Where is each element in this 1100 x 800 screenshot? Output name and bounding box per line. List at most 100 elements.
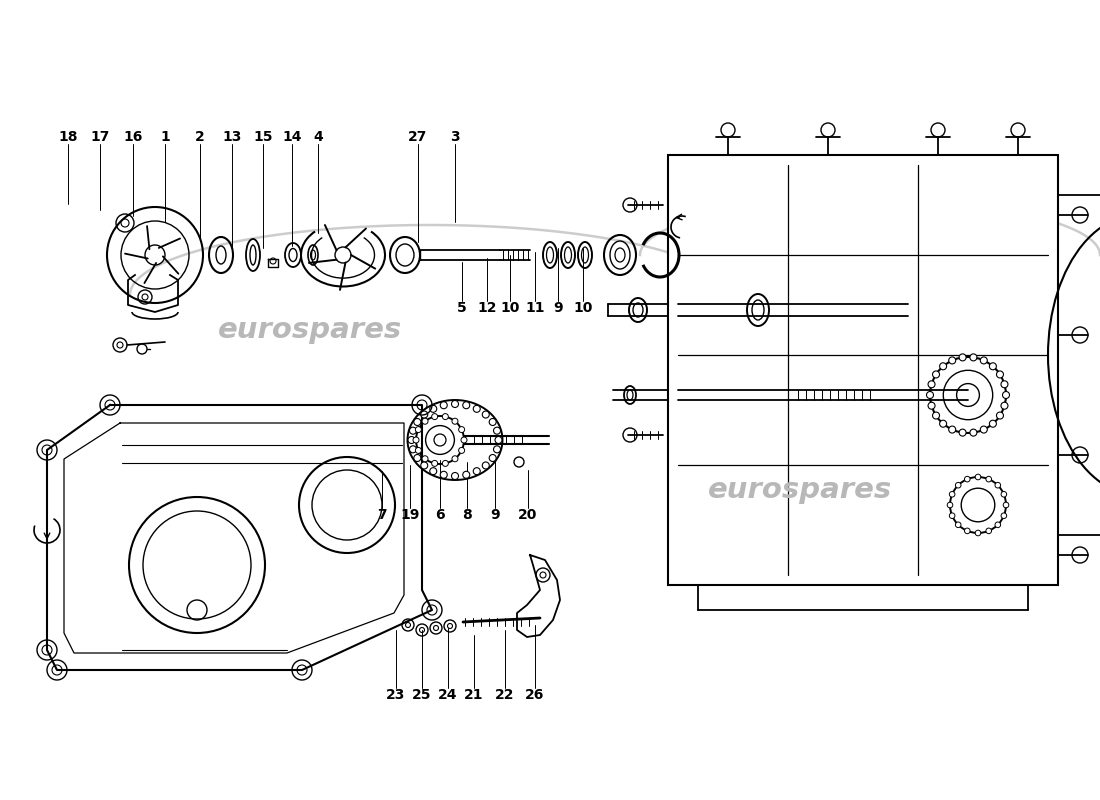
- Circle shape: [494, 427, 501, 434]
- Text: 25: 25: [412, 688, 431, 702]
- Circle shape: [959, 354, 966, 361]
- Circle shape: [970, 429, 977, 436]
- Circle shape: [933, 412, 939, 419]
- FancyBboxPatch shape: [668, 155, 1058, 585]
- Circle shape: [414, 454, 421, 462]
- Text: 14: 14: [283, 130, 301, 144]
- Circle shape: [473, 406, 481, 412]
- Circle shape: [431, 414, 438, 420]
- Circle shape: [939, 420, 947, 427]
- Text: 16: 16: [123, 130, 143, 144]
- Circle shape: [463, 402, 470, 409]
- Circle shape: [939, 362, 947, 370]
- Circle shape: [473, 468, 481, 474]
- Circle shape: [965, 528, 970, 534]
- Circle shape: [997, 371, 1003, 378]
- Circle shape: [420, 462, 428, 469]
- Circle shape: [1001, 513, 1006, 518]
- Circle shape: [412, 437, 419, 443]
- Text: 10: 10: [573, 301, 593, 315]
- Text: 9: 9: [553, 301, 563, 315]
- Circle shape: [440, 402, 448, 409]
- Circle shape: [949, 491, 955, 497]
- Circle shape: [956, 482, 961, 488]
- Text: 27: 27: [408, 130, 428, 144]
- Circle shape: [431, 460, 438, 466]
- Circle shape: [420, 411, 428, 418]
- Circle shape: [926, 391, 934, 398]
- Circle shape: [416, 426, 421, 433]
- Text: 8: 8: [462, 508, 472, 522]
- Circle shape: [440, 471, 448, 478]
- Text: 13: 13: [222, 130, 242, 144]
- Circle shape: [430, 468, 437, 474]
- Circle shape: [451, 401, 459, 407]
- Text: 22: 22: [495, 688, 515, 702]
- Text: 19: 19: [400, 508, 420, 522]
- Text: 18: 18: [58, 130, 78, 144]
- Text: 7: 7: [377, 508, 387, 522]
- Circle shape: [947, 502, 953, 508]
- Circle shape: [976, 474, 981, 480]
- Text: 3: 3: [450, 130, 460, 144]
- Circle shape: [414, 418, 421, 426]
- Circle shape: [463, 471, 470, 478]
- Circle shape: [980, 426, 988, 433]
- Circle shape: [949, 513, 955, 518]
- Circle shape: [482, 462, 490, 469]
- Circle shape: [959, 429, 966, 436]
- Circle shape: [494, 446, 501, 453]
- Circle shape: [442, 460, 449, 466]
- Text: 4: 4: [314, 130, 323, 144]
- Text: 9: 9: [491, 508, 499, 522]
- Text: 10: 10: [500, 301, 519, 315]
- Circle shape: [459, 426, 464, 433]
- Circle shape: [1003, 502, 1009, 508]
- Circle shape: [928, 381, 935, 388]
- Circle shape: [956, 522, 961, 527]
- Circle shape: [422, 456, 428, 462]
- Circle shape: [416, 447, 421, 454]
- Text: 17: 17: [90, 130, 110, 144]
- Circle shape: [980, 357, 988, 364]
- Circle shape: [970, 354, 977, 361]
- Text: 1: 1: [161, 130, 169, 144]
- Circle shape: [965, 476, 970, 482]
- Text: 11: 11: [526, 301, 544, 315]
- Circle shape: [461, 437, 468, 443]
- Text: 23: 23: [386, 688, 406, 702]
- Circle shape: [997, 412, 1003, 419]
- Circle shape: [933, 371, 939, 378]
- Text: 2: 2: [195, 130, 205, 144]
- Circle shape: [948, 357, 956, 364]
- Circle shape: [451, 473, 459, 479]
- Text: 5: 5: [458, 301, 466, 315]
- Text: eurospares: eurospares: [708, 476, 892, 504]
- Text: 12: 12: [477, 301, 497, 315]
- Circle shape: [948, 426, 956, 433]
- Circle shape: [1001, 381, 1008, 388]
- Circle shape: [408, 437, 415, 443]
- Text: 20: 20: [518, 508, 538, 522]
- Circle shape: [1001, 491, 1006, 497]
- Circle shape: [409, 446, 417, 453]
- Circle shape: [442, 414, 449, 420]
- Text: eurospares: eurospares: [218, 316, 403, 344]
- Circle shape: [986, 528, 991, 534]
- Circle shape: [430, 406, 437, 412]
- Circle shape: [490, 454, 496, 462]
- Circle shape: [996, 522, 1001, 527]
- Polygon shape: [47, 405, 432, 670]
- Circle shape: [490, 418, 496, 426]
- Circle shape: [409, 427, 417, 434]
- Circle shape: [1002, 391, 1010, 398]
- Text: 21: 21: [464, 688, 484, 702]
- Circle shape: [1001, 402, 1008, 410]
- Circle shape: [986, 476, 991, 482]
- Circle shape: [459, 447, 464, 454]
- Circle shape: [996, 482, 1001, 488]
- Text: 24: 24: [438, 688, 458, 702]
- Circle shape: [928, 402, 935, 410]
- Text: 15: 15: [253, 130, 273, 144]
- Polygon shape: [517, 555, 560, 637]
